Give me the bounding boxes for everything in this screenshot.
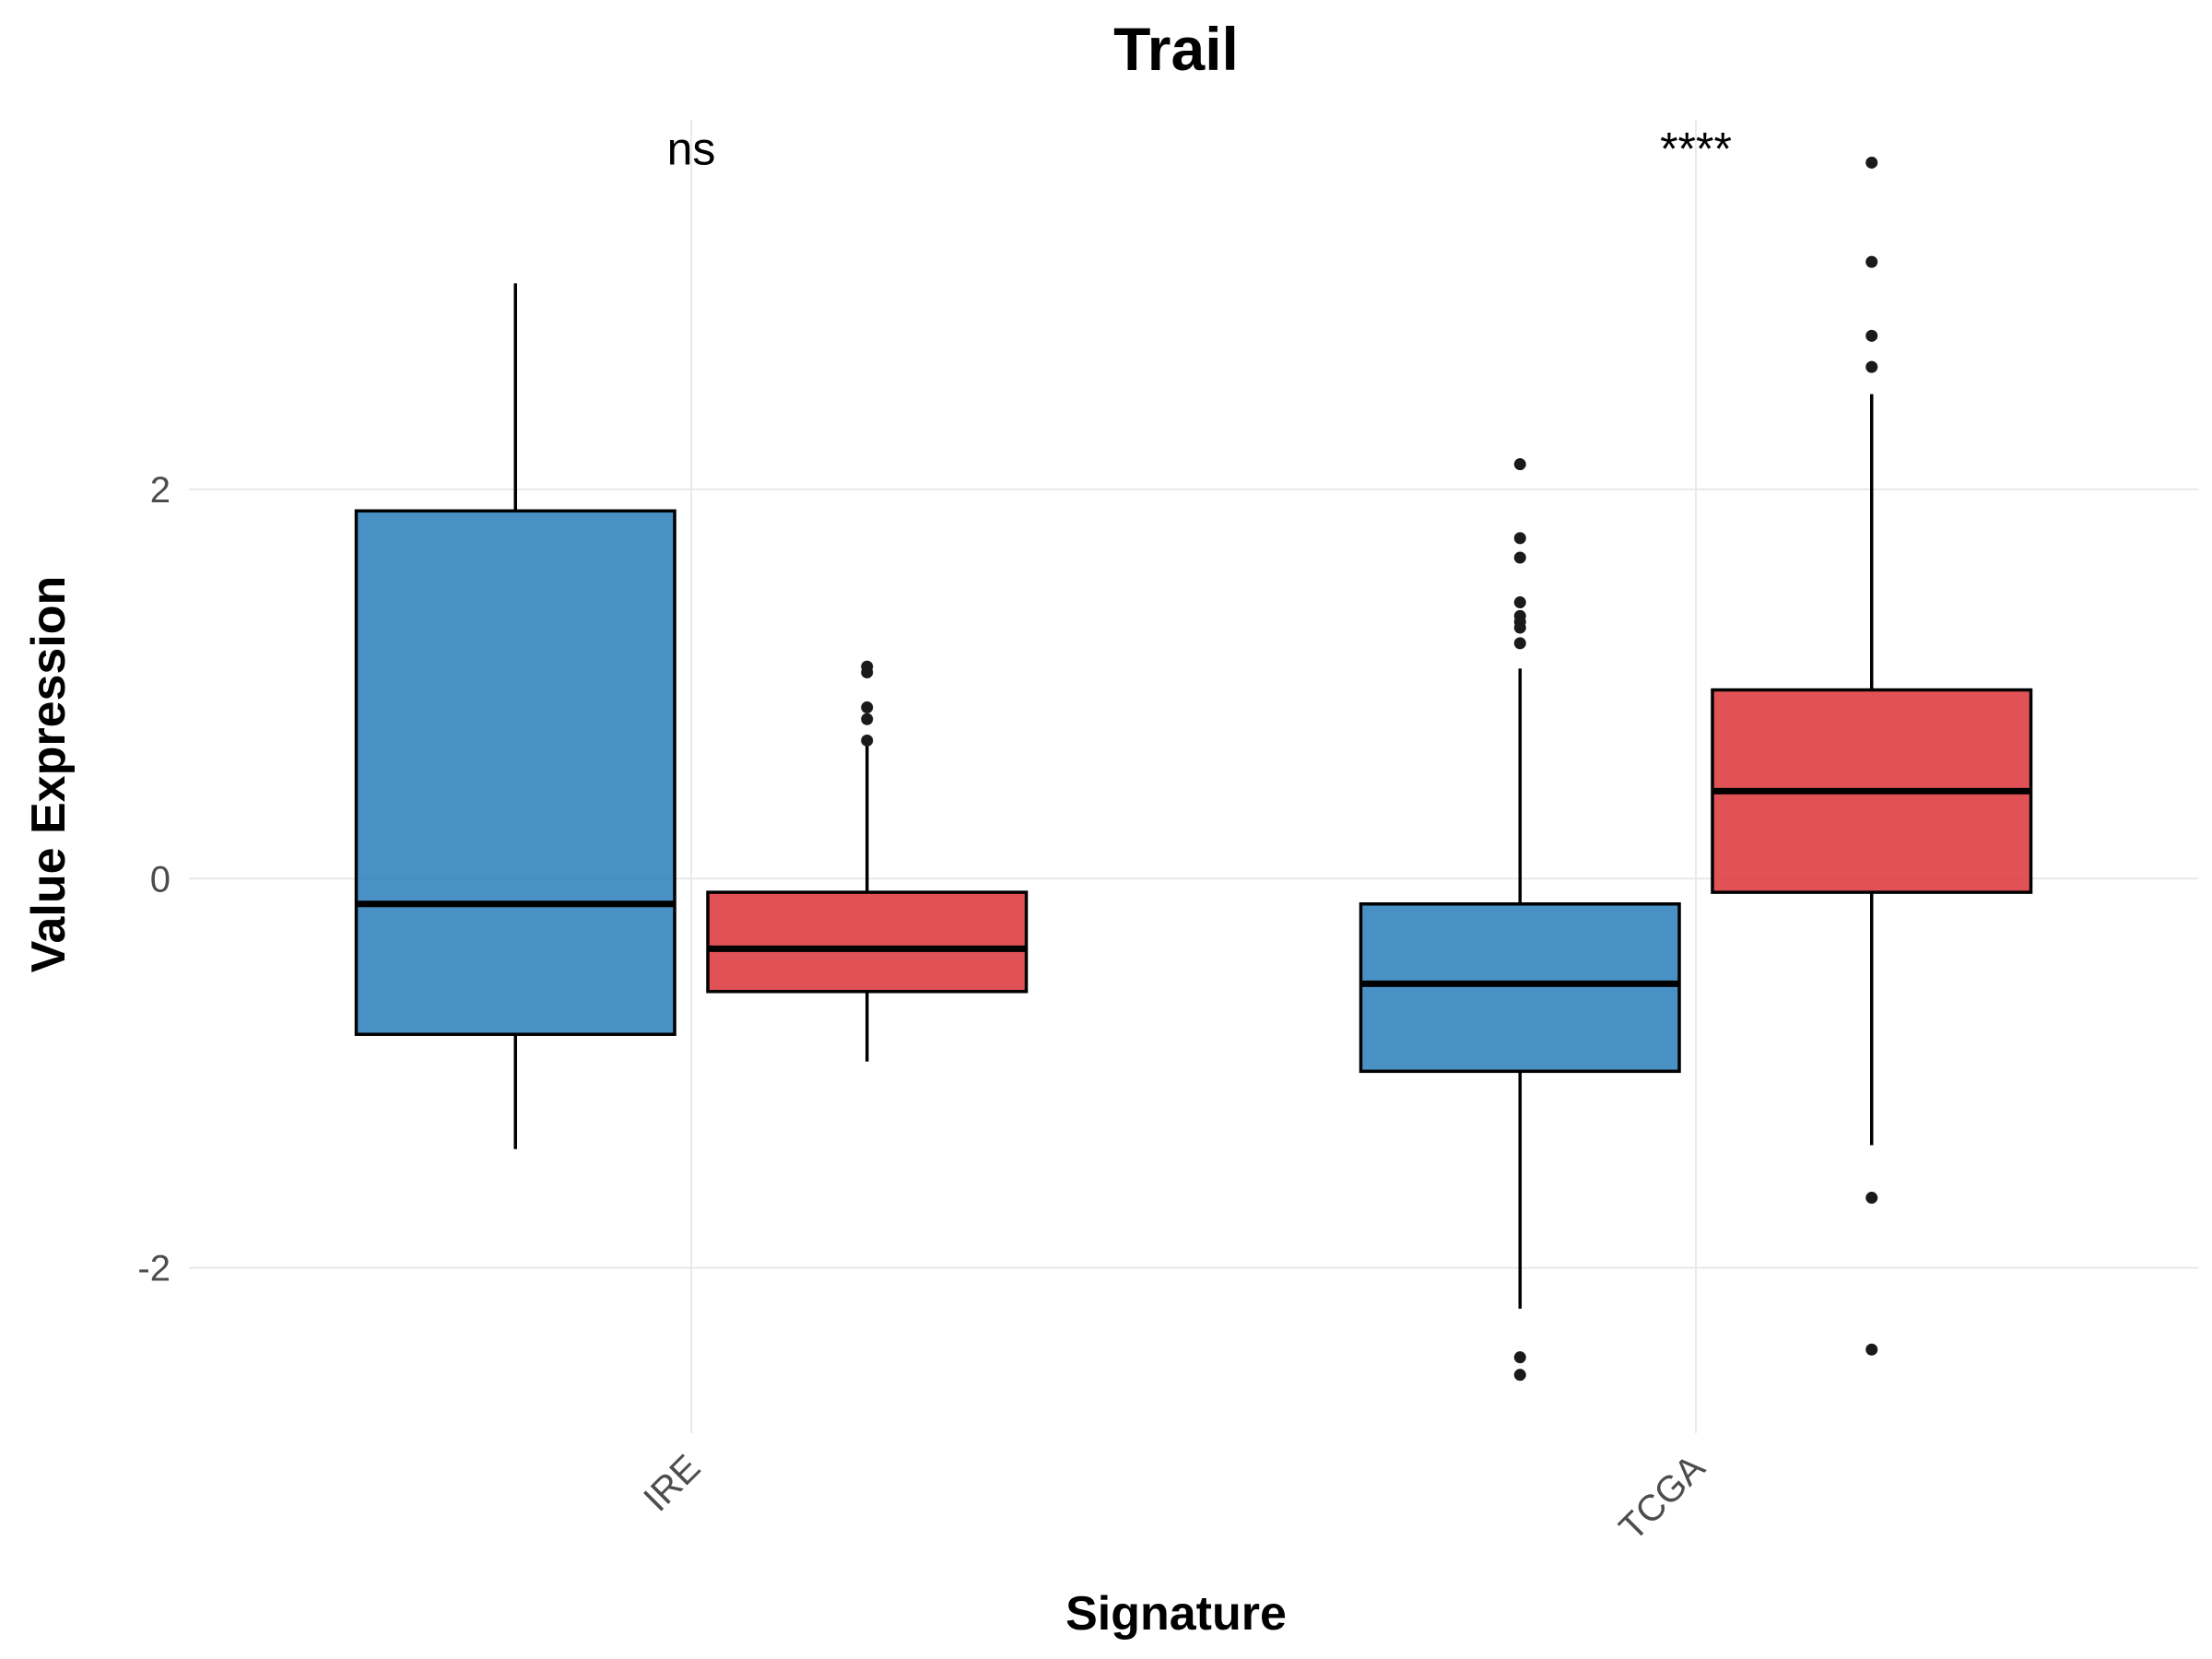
box-ire-1 — [706, 660, 1029, 1062]
outlier-point — [1865, 1192, 1878, 1205]
outlier-point — [861, 701, 874, 714]
chart-title: Trail — [1113, 15, 1239, 83]
outlier-point — [861, 712, 874, 725]
outlier-point — [861, 666, 874, 679]
significance-label: **** — [1660, 124, 1732, 175]
significance-label: ns — [667, 124, 716, 175]
outlier-point — [861, 734, 874, 747]
x-axis-title: Signature — [1065, 1587, 1287, 1641]
box-iqr — [706, 890, 1029, 994]
outlier-point — [1513, 1351, 1526, 1364]
box-ire-0 — [354, 283, 677, 1149]
outlier-point — [1865, 1343, 1878, 1356]
outlier-point — [1865, 329, 1878, 342]
box-iqr — [1359, 902, 1681, 1074]
outlier-point — [1513, 596, 1526, 609]
y-tick-label: 2 — [150, 470, 171, 511]
outlier-point — [1513, 458, 1526, 471]
significance-annotations: ns **** — [667, 124, 1732, 175]
y-tick-label: -2 — [137, 1249, 171, 1289]
box-layer — [354, 156, 2033, 1382]
outlier-point — [1513, 621, 1526, 634]
box-iqr — [354, 509, 677, 1036]
outlier-point — [1865, 255, 1878, 268]
outlier-point — [1865, 360, 1878, 373]
outlier-point — [1865, 156, 1878, 169]
box-tcga-0 — [1359, 458, 1681, 1382]
box-tcga-1 — [1711, 156, 2033, 1356]
y-tick-label: 0 — [150, 859, 171, 900]
outlier-point — [1513, 637, 1526, 650]
outlier-point — [1513, 1369, 1526, 1382]
outlier-point — [1513, 551, 1526, 564]
outlier-point — [1513, 532, 1526, 545]
x-tick-label: TCGA — [1612, 1447, 1713, 1548]
y-axis-title: Value Expression — [22, 576, 76, 973]
x-tick-label: IRE — [636, 1447, 708, 1519]
